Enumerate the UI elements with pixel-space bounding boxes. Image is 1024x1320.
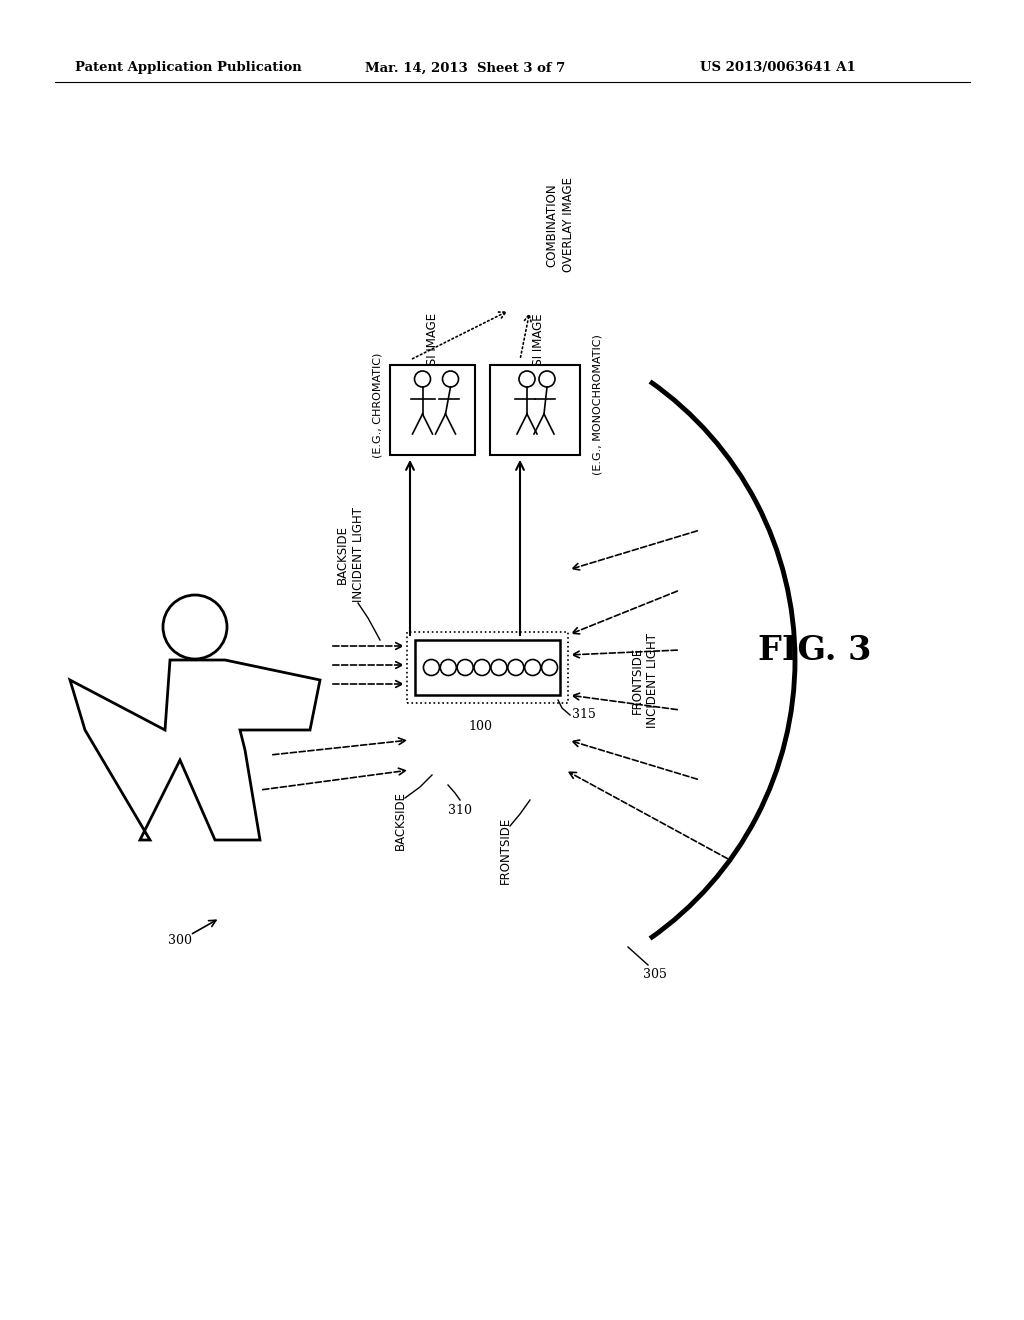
Circle shape [524, 660, 541, 676]
Text: COMBINATION
OVERLAY IMAGE: COMBINATION OVERLAY IMAGE [546, 177, 574, 272]
Text: US 2013/0063641 A1: US 2013/0063641 A1 [700, 62, 856, 74]
Circle shape [542, 660, 557, 676]
Text: 100: 100 [468, 719, 492, 733]
Text: FIG. 3: FIG. 3 [759, 634, 871, 667]
Circle shape [539, 371, 555, 387]
Circle shape [519, 371, 535, 387]
Text: Patent Application Publication: Patent Application Publication [75, 62, 302, 74]
Text: 305: 305 [643, 969, 667, 982]
Text: (E.G., CHROMATIC): (E.G., CHROMATIC) [372, 352, 382, 458]
Circle shape [508, 660, 524, 676]
Bar [390, 366, 475, 455]
Circle shape [424, 660, 439, 676]
Bar [490, 366, 580, 455]
Circle shape [163, 595, 227, 659]
Text: BACKSIDE
INCIDENT LIGHT: BACKSIDE INCIDENT LIGHT [336, 507, 365, 602]
Bar [415, 640, 560, 696]
Text: FSI IMAGE: FSI IMAGE [531, 314, 545, 372]
Text: 300: 300 [168, 933, 193, 946]
Circle shape [440, 660, 457, 676]
Text: (E.G., MONOCHROMATIC): (E.G., MONOCHROMATIC) [593, 334, 603, 475]
Text: Mar. 14, 2013  Sheet 3 of 7: Mar. 14, 2013 Sheet 3 of 7 [365, 62, 565, 74]
Circle shape [457, 660, 473, 676]
Circle shape [474, 660, 490, 676]
Circle shape [442, 371, 459, 387]
Bar [407, 632, 568, 704]
Text: BACKSIDE: BACKSIDE [393, 791, 407, 850]
Text: FRONTSIDE
INCIDENT LIGHT: FRONTSIDE INCIDENT LIGHT [631, 632, 659, 727]
Circle shape [415, 371, 430, 387]
Text: 310: 310 [449, 804, 472, 817]
Circle shape [490, 660, 507, 676]
Text: BSI IMAGE: BSI IMAGE [427, 313, 439, 374]
Text: 315: 315 [572, 709, 596, 722]
Polygon shape [70, 660, 319, 840]
Text: FRONTSIDE: FRONTSIDE [499, 816, 512, 883]
